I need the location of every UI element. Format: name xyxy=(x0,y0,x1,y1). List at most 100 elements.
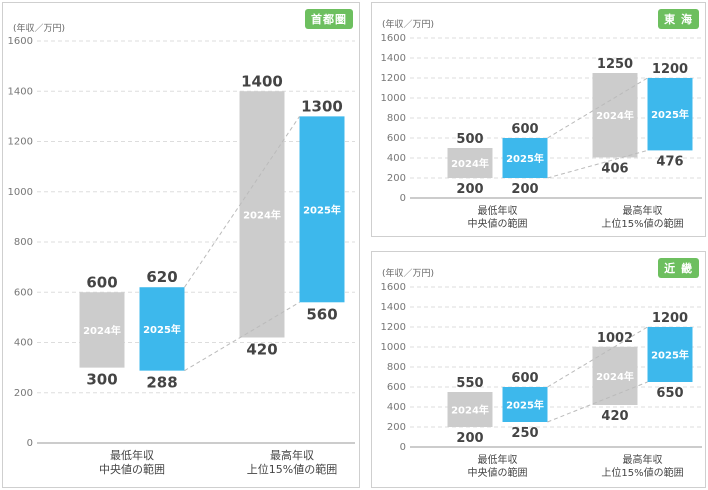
chart-panel-shutoken: 首都圏 (年収／万円) 0 200 400 600 800 1000 1200 1400 1600… xyxy=(2,2,360,488)
chart-panel-kinki: 近 畿 (年収／万円) 0 200 400 600 800 1000 1200 1400 1600… xyxy=(371,251,706,488)
unit-label: (年収／万円) xyxy=(382,267,434,279)
bar-2024年 xyxy=(447,148,493,178)
bar-high-value-label: 600 xyxy=(511,371,538,386)
bar-low-value-label: 200 xyxy=(511,182,538,197)
bar-low-value-label: 650 xyxy=(656,386,683,401)
bar-series-label: 2025年 xyxy=(143,323,181,336)
y-tick-label: 1600 xyxy=(381,282,406,293)
bar-2025年 xyxy=(502,387,548,422)
connector-line xyxy=(547,381,648,423)
y-tick-label: 1200 xyxy=(381,322,406,333)
unit-label: (年収／万円) xyxy=(382,18,434,30)
category-label: 中央値の範囲 xyxy=(99,462,165,476)
bar-low-value-label: 420 xyxy=(601,409,628,424)
y-tick-label: 600 xyxy=(387,382,406,393)
bar-low-value-label: 200 xyxy=(456,182,483,197)
bar-low-value-label: 200 xyxy=(456,431,483,446)
y-tick-label: 1600 xyxy=(381,33,406,44)
bar-low-value-label: 300 xyxy=(86,371,117,389)
bar-high-value-label: 500 xyxy=(456,132,483,147)
bar-low-value-label: 288 xyxy=(146,374,177,392)
bar-low-value-label: 420 xyxy=(246,340,277,358)
bar-high-value-label: 1400 xyxy=(241,72,283,90)
bar-2025年 xyxy=(647,327,693,382)
chart-svg: (年収／万円) 0 200 400 600 800 1000 1200 1400 1600 2024… xyxy=(8,22,355,476)
bar-series-label: 2024年 xyxy=(243,208,281,221)
y-tick-label: 0 xyxy=(400,193,406,204)
y-tick-label: 200 xyxy=(387,173,406,184)
y-tick-label: 600 xyxy=(14,287,33,298)
chart-panel-tokai: 東 海 (年収／万円) 0 200 400 600 800 1000 1200 1400 1600… xyxy=(371,2,706,237)
bar-low-value-label: 476 xyxy=(656,154,683,169)
y-tick-label: 400 xyxy=(387,402,406,413)
category-label: 上位15%値の範囲 xyxy=(601,217,683,230)
chart-svg: (年収／万円) 0 200 400 600 800 1000 1200 1400 1600 2024… xyxy=(381,267,702,479)
bar-high-value-label: 620 xyxy=(146,268,177,286)
bar-high-value-label: 600 xyxy=(86,273,117,291)
chart-svg: (年収／万円) 0 200 400 600 800 1000 1200 1400 1600 2024… xyxy=(381,18,702,230)
bar-2024年 xyxy=(239,91,285,338)
region-badge: 東 海 xyxy=(658,9,699,29)
y-tick-label: 1400 xyxy=(381,302,406,313)
bar-high-value-label: 1250 xyxy=(597,57,633,72)
region-badge: 首都圏 xyxy=(305,9,353,29)
category-label: 最低年収 xyxy=(478,204,518,217)
category-label: 上位15%値の範囲 xyxy=(601,466,683,479)
bar-2024年 xyxy=(79,292,125,368)
bar-2024年 xyxy=(592,73,638,158)
bar-series-label: 2024年 xyxy=(83,324,121,337)
bar-high-value-label: 1200 xyxy=(652,62,688,77)
bar-series-label: 2025年 xyxy=(303,203,341,216)
y-tick-label: 1200 xyxy=(381,73,406,84)
y-tick-label: 1600 xyxy=(8,36,33,47)
y-tick-label: 400 xyxy=(14,338,33,349)
category-label: 最高年収 xyxy=(623,453,663,466)
category-label: 最低年収 xyxy=(478,453,518,466)
bar-series-label: 2024年 xyxy=(451,157,489,170)
bar-high-value-label: 1002 xyxy=(597,331,633,346)
bar-2025年 xyxy=(139,287,185,371)
bar-low-value-label: 250 xyxy=(511,426,538,441)
bar-2025年 xyxy=(502,138,548,178)
bar-high-value-label: 600 xyxy=(511,122,538,137)
category-label: 最低年収 xyxy=(110,448,154,462)
category-label: 中央値の範囲 xyxy=(468,217,528,230)
bar-low-value-label: 560 xyxy=(306,305,337,323)
bar-high-value-label: 1300 xyxy=(301,97,343,115)
y-tick-label: 1400 xyxy=(381,53,406,64)
connector-line xyxy=(547,149,648,179)
y-tick-label: 1400 xyxy=(8,86,33,97)
y-tick-label: 1000 xyxy=(381,342,406,353)
y-tick-label: 200 xyxy=(14,388,33,399)
connector-line xyxy=(184,116,300,288)
bar-low-value-label: 406 xyxy=(601,161,628,176)
connector-line xyxy=(547,77,648,139)
bar-series-label: 2024年 xyxy=(596,370,634,383)
connector-line xyxy=(547,326,648,388)
y-tick-label: 400 xyxy=(387,153,406,164)
bar-series-label: 2024年 xyxy=(451,404,489,417)
bar-2024年 xyxy=(447,392,493,427)
bar-2025年 xyxy=(299,116,345,303)
y-tick-label: 200 xyxy=(387,422,406,433)
bar-series-label: 2024年 xyxy=(596,109,634,122)
connector-line xyxy=(184,301,300,372)
y-tick-label: 1200 xyxy=(8,137,33,148)
bar-series-label: 2025年 xyxy=(506,152,544,165)
category-label: 上位15%値の範囲 xyxy=(247,462,337,476)
y-tick-label: 1000 xyxy=(381,93,406,104)
y-tick-label: 800 xyxy=(387,362,406,373)
category-label: 最高年収 xyxy=(270,448,314,462)
bar-series-label: 2025年 xyxy=(651,349,689,362)
region-badge: 近 畿 xyxy=(658,258,699,278)
bar-series-label: 2025年 xyxy=(506,399,544,412)
category-label: 最高年収 xyxy=(623,204,663,217)
y-tick-label: 0 xyxy=(27,438,33,449)
bar-2025年 xyxy=(647,78,693,151)
bar-series-label: 2025年 xyxy=(651,108,689,121)
y-tick-label: 800 xyxy=(387,113,406,124)
y-tick-label: 600 xyxy=(387,133,406,144)
category-label: 中央値の範囲 xyxy=(468,466,528,479)
y-tick-label: 0 xyxy=(400,442,406,453)
unit-label: (年収／万円) xyxy=(13,22,65,34)
